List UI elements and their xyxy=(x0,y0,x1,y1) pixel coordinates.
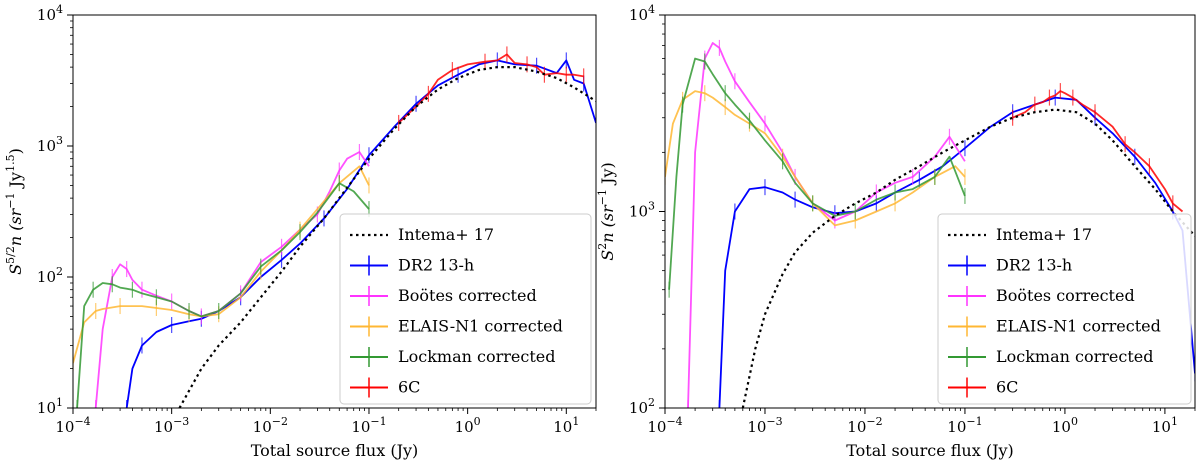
x-tick-label: 100 xyxy=(1052,415,1078,436)
x-axis-title: Total source flux (Jy) xyxy=(846,441,1014,460)
legend-label: Lockman corrected xyxy=(398,347,555,366)
x-axis-title: Total source flux (Jy) xyxy=(251,441,419,460)
x-tick-label: 10−2 xyxy=(847,415,882,436)
series-line-6c xyxy=(398,53,584,124)
legend-box xyxy=(339,213,592,405)
x-tick-label: 10−1 xyxy=(351,415,386,436)
y-tick-label: 104 xyxy=(629,3,655,24)
y-tick-label: 102 xyxy=(629,396,655,417)
legend-label: DR2 13-h xyxy=(398,256,474,275)
legend-box xyxy=(937,213,1192,405)
legend-label: Boötes corrected xyxy=(398,286,537,305)
legend-item-bo-tes-corrected: Boötes corrected xyxy=(350,286,537,306)
x-tick-label: 10−3 xyxy=(154,415,189,436)
left-chart: 10−4 10−3 10−2 10−1 100 101 101 102 103 104 Total … xyxy=(4,3,597,460)
right-chart: 10−4 10−3 10−2 10−1 100 101 102 103 104 Total sou… xyxy=(596,3,1196,460)
legend-item-intema-17: Intema+ 17 xyxy=(948,225,1092,244)
legend-label: 6C xyxy=(996,378,1018,397)
x-tick-label: 101 xyxy=(1152,415,1178,436)
legend-label: ELAIS-N1 corrected xyxy=(398,317,563,336)
legend-label: Intema+ 17 xyxy=(398,225,494,244)
legend-item-intema-17: Intema+ 17 xyxy=(350,225,494,244)
x-tick-label: 10−4 xyxy=(647,415,682,436)
legend-item-lockman-corrected: Lockman corrected xyxy=(948,347,1153,367)
legend-label: 6C xyxy=(398,378,420,397)
legend-item-dr2-13-h: DR2 13-h xyxy=(350,255,474,276)
legend-label: Boötes corrected xyxy=(996,286,1135,305)
y-tick-label: 103 xyxy=(629,200,655,221)
series-line-bo-tes-corrected xyxy=(94,151,370,408)
legend-label: ELAIS-N1 corrected xyxy=(996,317,1161,336)
y-tick-label: 103 xyxy=(37,134,63,155)
legend-label: DR2 13-h xyxy=(996,256,1072,275)
series-line-dr2-13-h xyxy=(125,59,596,408)
legend-item-elais-n1-corrected: ELAIS-N1 corrected xyxy=(948,316,1161,337)
series-line-6c xyxy=(1012,90,1184,213)
series-line-elais-n1-corrected xyxy=(73,165,370,364)
y-tick-label: 101 xyxy=(37,396,63,417)
series-line-bo-tes-corrected xyxy=(687,42,966,408)
legend-item-dr2-13-h: DR2 13-h xyxy=(948,255,1072,276)
legend-item-6c: 6C xyxy=(350,377,420,398)
plot-area xyxy=(73,46,596,408)
y-tick-label: 102 xyxy=(37,265,63,286)
x-tick-label: 100 xyxy=(455,415,481,436)
legend-item-elais-n1-corrected: ELAIS-N1 corrected xyxy=(350,316,563,337)
x-tick-label: 10−1 xyxy=(947,415,982,436)
y-tick-label: 104 xyxy=(37,3,63,24)
legend-item-lockman-corrected: Lockman corrected xyxy=(350,347,555,367)
legend-label: Intema+ 17 xyxy=(996,225,1092,244)
x-tick-label: 10−3 xyxy=(747,415,782,436)
x-tick-label: 10−2 xyxy=(253,415,288,436)
axes-frame xyxy=(72,14,597,409)
y-axis-title: S2n (sr−1 Jy) xyxy=(596,162,617,260)
y-axis-title: S5/2n (sr−1 Jy1.5) xyxy=(4,148,25,275)
series-line-lockman-corrected xyxy=(668,57,966,290)
legend: Intema+ 17 DR2 13-h Boötes corrected ELAIS-… xyxy=(339,213,592,405)
plot-area xyxy=(665,39,1195,408)
legend: Intema+ 17 DR2 13-h Boötes corrected ELAIS-… xyxy=(937,213,1192,405)
legend-item-6c: 6C xyxy=(948,377,1018,398)
legend-item-bo-tes-corrected: Boötes corrected xyxy=(948,286,1135,306)
x-tick-label: 101 xyxy=(553,415,579,436)
x-tick-label: 10−4 xyxy=(55,415,90,436)
legend-label: Lockman corrected xyxy=(996,347,1153,366)
